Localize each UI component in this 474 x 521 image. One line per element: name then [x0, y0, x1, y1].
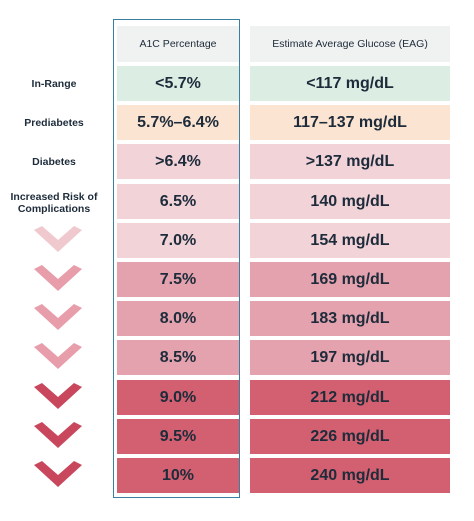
- chevron-down-icon: [34, 461, 82, 491]
- a1c-cell: 9.0%: [117, 380, 239, 415]
- chevron-down-icon: [34, 304, 82, 334]
- eag-cell: 240 mg/dL: [250, 458, 450, 493]
- chevron-down-icon: [34, 343, 82, 373]
- a1c-header-background: [117, 26, 239, 62]
- eag-header-background: [250, 26, 450, 62]
- chevron-down-icon: [34, 226, 82, 256]
- a1c-cell: 7.5%: [117, 262, 239, 297]
- chevron-down-icon: [34, 265, 82, 295]
- a1c-cell: <5.7%: [117, 66, 239, 101]
- chevron-down-icon: [34, 422, 82, 452]
- a1c-column-header: A1C Percentage: [139, 38, 217, 50]
- eag-cell: 169 mg/dL: [250, 262, 450, 297]
- row-label: Diabetes: [32, 156, 76, 168]
- a1c-cell: 10%: [117, 458, 239, 493]
- a1c-cell: 8.0%: [117, 301, 239, 336]
- row-label: In-Range: [31, 78, 77, 90]
- eag-cell: 197 mg/dL: [250, 340, 450, 375]
- eag-cell: 154 mg/dL: [250, 223, 450, 258]
- a1c-cell: 7.0%: [117, 223, 239, 258]
- eag-cell: 140 mg/dL: [250, 184, 450, 219]
- row-label: Increased Risk of Complications: [10, 191, 98, 215]
- a1c-cell: 9.5%: [117, 419, 239, 454]
- eag-cell: <117 mg/dL: [250, 66, 450, 101]
- a1c-cell: 5.7%–6.4%: [117, 105, 239, 140]
- eag-cell: 212 mg/dL: [250, 380, 450, 415]
- a1c-cell: 6.5%: [117, 184, 239, 219]
- chevron-down-icon: [34, 383, 82, 413]
- eag-cell: 183 mg/dL: [250, 301, 450, 336]
- eag-cell: >137 mg/dL: [250, 144, 450, 179]
- eag-cell: 117–137 mg/dL: [250, 105, 450, 140]
- eag-column-header: Estimate Average Glucose (EAG): [272, 38, 428, 50]
- a1c-cell: >6.4%: [117, 144, 239, 179]
- eag-cell: 226 mg/dL: [250, 419, 450, 454]
- a1c-cell: 8.5%: [117, 340, 239, 375]
- row-label: Prediabetes: [24, 117, 84, 129]
